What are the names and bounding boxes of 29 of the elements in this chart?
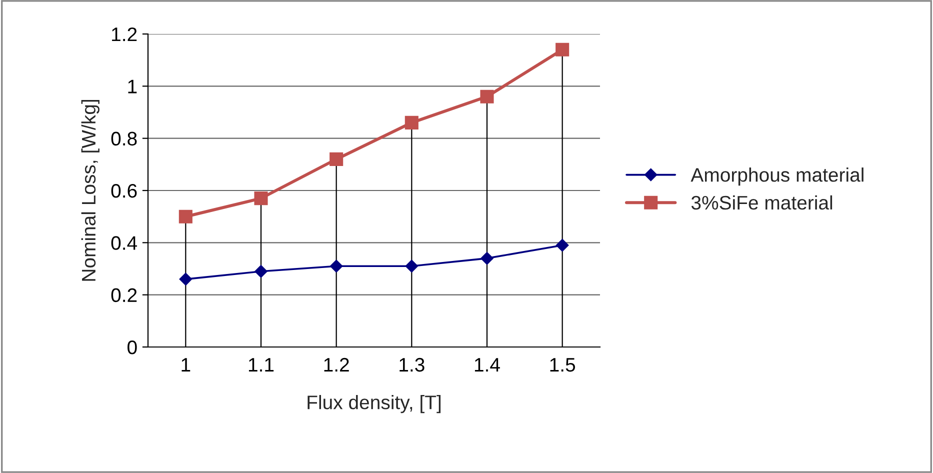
y-tick-label: 0.2: [111, 288, 137, 302]
point: [178, 210, 192, 224]
x-tick-label: 1.4: [474, 358, 500, 372]
point: [405, 260, 418, 273]
point: [556, 238, 569, 252]
y-tick-label: 1.2: [112, 27, 137, 42]
y-tick-label: 1: [128, 80, 137, 94]
y-tick-label: 0.6: [111, 184, 137, 198]
legend-label: Amorphous material: [690, 168, 864, 186]
y-tick-label: 0: [128, 340, 137, 354]
legend-label: 3%SiFe material: [691, 195, 832, 210]
y-tick-label: 0.4: [111, 236, 138, 250]
point: [480, 90, 494, 104]
point: [480, 252, 494, 265]
point: [330, 152, 344, 166]
x-tick-label: 1.2: [324, 358, 349, 372]
x-tick-label: 1.1: [248, 358, 274, 372]
point: [556, 42, 570, 56]
point: [179, 272, 192, 286]
point: [330, 260, 343, 273]
x-tick-label: 1.5: [550, 358, 576, 372]
point: [254, 264, 268, 278]
y-axis-title: Nominal Loss, [W/kg]: [81, 100, 100, 281]
x-tick-label: 1: [182, 358, 190, 372]
y-tick-label: 0.8: [111, 132, 137, 146]
point: [404, 116, 418, 130]
point: [254, 192, 268, 206]
x-axis-title: Flux density, [T]: [308, 394, 441, 414]
x-tick-label: 1.3: [400, 358, 424, 372]
